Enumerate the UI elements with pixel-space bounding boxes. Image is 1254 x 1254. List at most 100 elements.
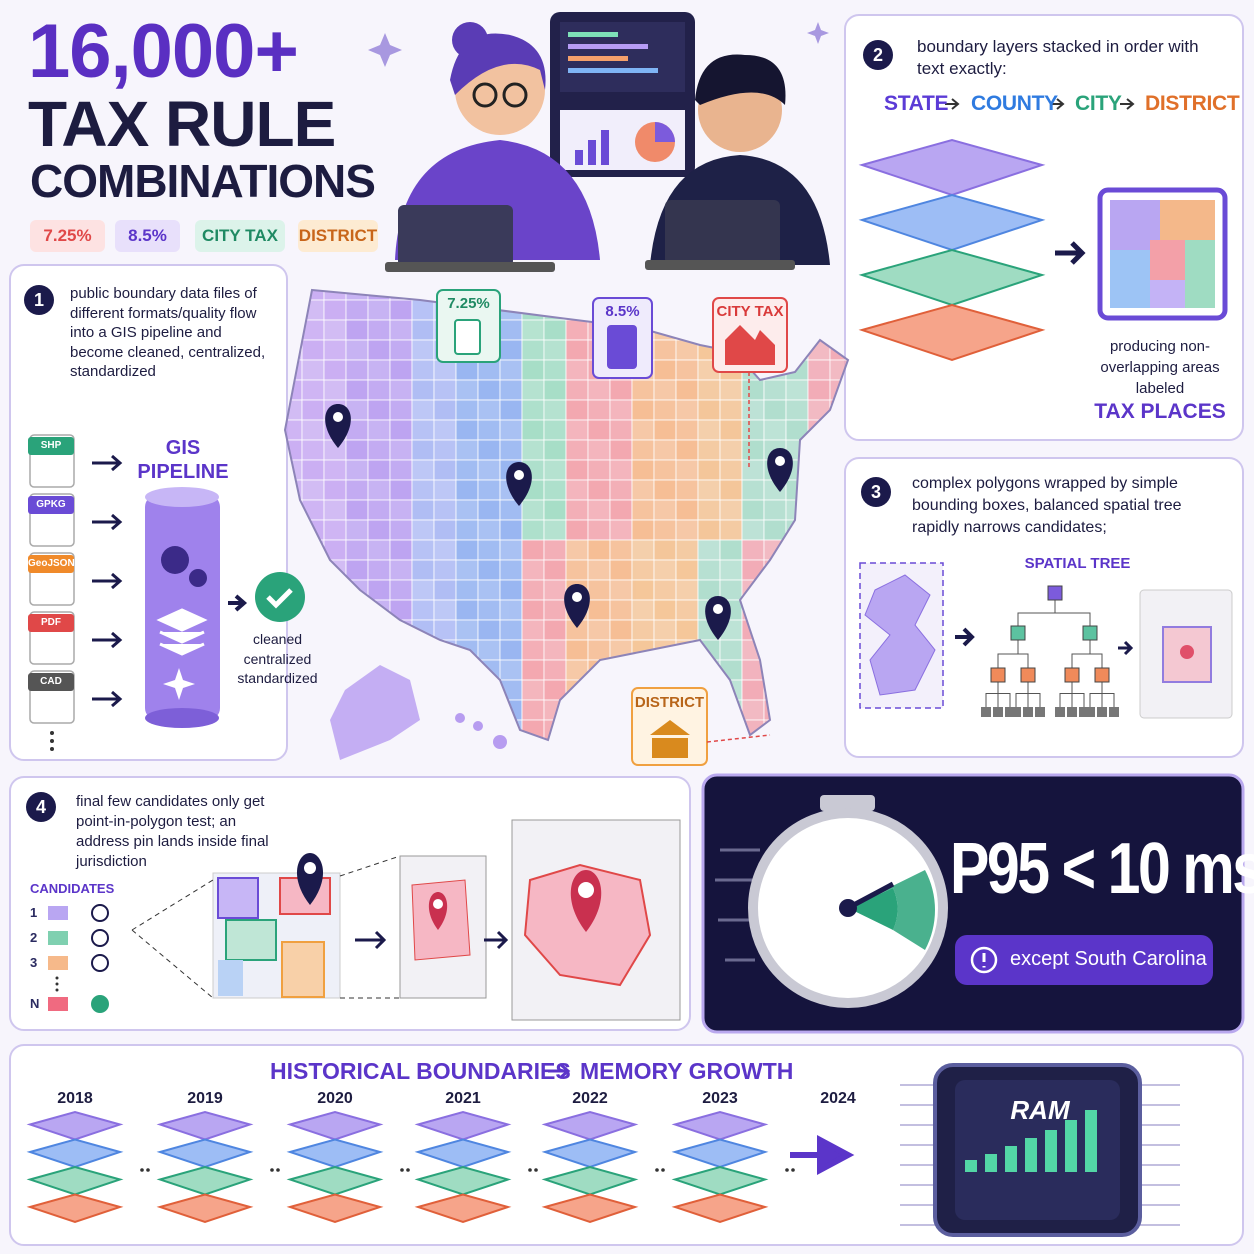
map-tile (807, 559, 831, 581)
map-tile (455, 479, 479, 501)
map-tile (345, 379, 369, 401)
map-tile (389, 499, 413, 521)
map-tile (631, 379, 655, 401)
map-tile (587, 479, 611, 501)
map-tile (543, 459, 567, 481)
map-tile (653, 290, 677, 301)
map-tile (521, 379, 545, 401)
map-tile (785, 559, 809, 581)
map-tile (587, 379, 611, 401)
map-tile (741, 439, 765, 461)
map-tile (587, 499, 611, 521)
map-tile (719, 379, 743, 401)
layer-name: STATE (884, 92, 949, 115)
map-tile (433, 419, 457, 441)
map-tile (631, 599, 655, 621)
result-label: TAX PLACES (1094, 400, 1226, 423)
map-tile (345, 579, 369, 601)
latency-metric: P95 < 10 ms (950, 829, 1254, 909)
map-tile (697, 379, 721, 401)
map-tile (301, 479, 325, 501)
map-tile (389, 459, 413, 481)
map-tile (499, 659, 523, 681)
map-tile (323, 599, 347, 621)
year-label: 2022 (572, 1090, 608, 1107)
year-label: 2021 (445, 1090, 481, 1107)
map-tile (565, 739, 589, 740)
map-pin (325, 404, 351, 448)
map-tile (323, 379, 347, 401)
map-tile (609, 439, 633, 461)
map-tile (785, 299, 809, 321)
tree-leaf (1055, 707, 1065, 717)
growth-arrow (790, 1134, 855, 1176)
map-tile (609, 519, 633, 541)
map-tile (389, 579, 413, 601)
map-tile (389, 599, 413, 621)
map-tile (477, 379, 501, 401)
map-tile (763, 579, 787, 601)
map-tile (477, 599, 501, 621)
layer-sheet (541, 1138, 639, 1169)
map-tile (411, 359, 435, 381)
map-tile (499, 339, 523, 361)
map-tile (477, 639, 501, 661)
map-tile (719, 419, 743, 441)
team-illustration (368, 12, 830, 272)
map-tile (411, 499, 435, 521)
map-tile (345, 290, 369, 301)
map-tile (543, 539, 567, 561)
headline-line: COMBINATIONS (30, 155, 376, 207)
map-tile (367, 479, 391, 501)
candidate-label: 1 (30, 905, 38, 920)
map-tile (653, 519, 677, 541)
map-tile (631, 459, 655, 481)
tree-leaf (1079, 707, 1089, 717)
bounding-box (859, 562, 975, 709)
map-tile (477, 519, 501, 541)
map-tile (477, 619, 501, 641)
map-tile (675, 559, 699, 581)
map-tile (389, 519, 413, 541)
output: standardized (237, 670, 318, 686)
map-tile (609, 619, 633, 641)
map-tile (499, 579, 523, 601)
map-tile (323, 499, 347, 521)
map-tile (587, 599, 611, 621)
map-tile (785, 659, 809, 681)
layer-sheet (156, 1110, 254, 1141)
gap-dot (534, 1168, 538, 1172)
map-tile (411, 339, 435, 361)
map-tile (499, 319, 523, 341)
tree-edge (1027, 675, 1041, 712)
alaska (330, 665, 420, 760)
map-tile (521, 739, 545, 740)
map-tile (653, 339, 677, 361)
map-tile (565, 639, 589, 661)
map-tile (411, 419, 435, 441)
step-number: 4 (26, 792, 56, 822)
map-tile (697, 290, 721, 301)
step-number: 1 (24, 285, 54, 315)
layer-sheet (26, 1138, 124, 1169)
map-tile (433, 679, 457, 701)
map-tile (675, 659, 699, 681)
map-tile (345, 299, 369, 321)
map-tile (675, 419, 699, 441)
map-tile (433, 539, 457, 561)
map-tile (521, 439, 545, 461)
map-tile (719, 579, 743, 601)
map-tile (631, 499, 655, 521)
title-arrow (548, 1062, 571, 1080)
map-tile (345, 499, 369, 521)
layer-sheet (858, 248, 1046, 307)
map-tile (411, 599, 435, 621)
map-tile (807, 539, 831, 561)
map-tile (521, 290, 545, 301)
map-tile (411, 739, 435, 740)
map-tile (719, 739, 743, 740)
tree-node (1047, 585, 1063, 601)
map-tile (433, 559, 457, 581)
map-tile (653, 499, 677, 521)
map-tile (807, 679, 831, 701)
